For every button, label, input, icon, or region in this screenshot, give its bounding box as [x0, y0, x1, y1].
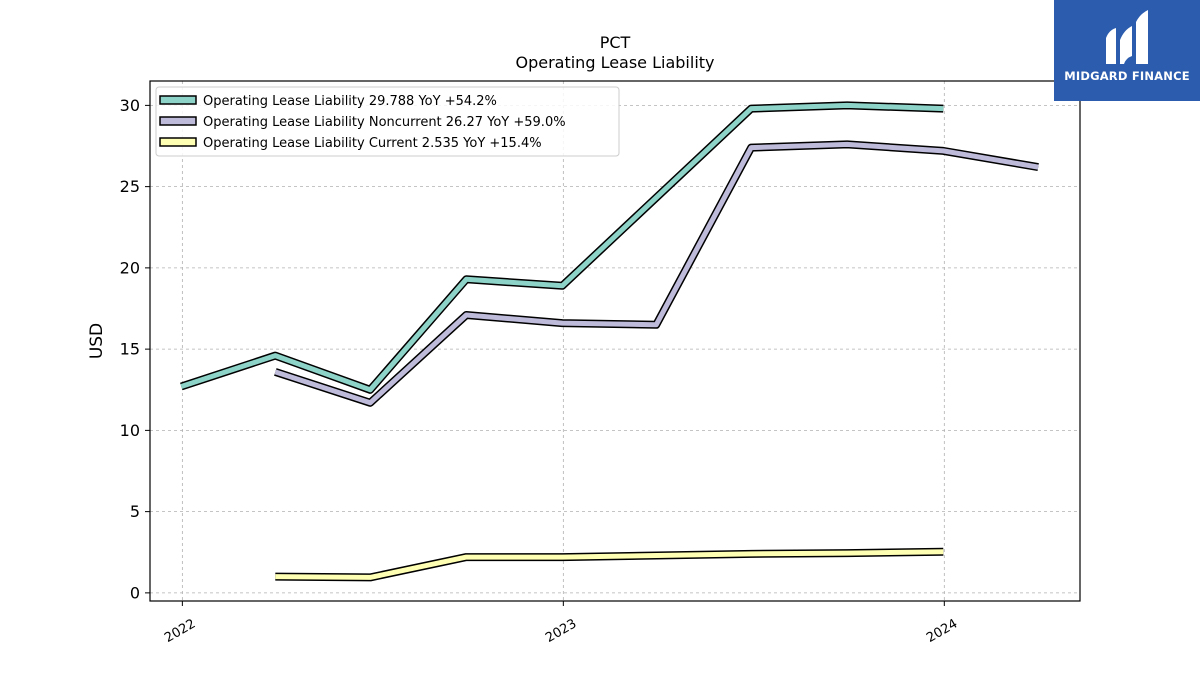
brand-logo: MIDGARD FINANCE	[1054, 0, 1200, 101]
y-tick-label: 0	[130, 583, 140, 602]
x-tick-label: 2024	[924, 616, 960, 646]
grid	[150, 81, 1080, 601]
series-line	[274, 141, 1039, 406]
x-axis: 2022 2023 2024	[162, 601, 960, 646]
legend-swatch	[159, 95, 197, 105]
y-tick-label: 15	[120, 340, 140, 359]
legend-label: Operating Lease Liability 29.788 YoY +54…	[203, 94, 497, 109]
legend: Operating Lease Liability 29.788 YoY +54…	[155, 86, 620, 157]
y-tick-label: 10	[120, 421, 140, 440]
y-axis-label: USD	[87, 323, 107, 359]
brand-name: MIDGARD FINANCE	[1064, 69, 1190, 83]
legend-label: Operating Lease Liability Current 2.535 …	[203, 136, 542, 151]
chart-subtitle: Operating Lease Liability	[515, 53, 714, 72]
logo-mark-icon	[1106, 10, 1148, 64]
y-tick-label: 25	[120, 177, 140, 196]
y-tick-label: 5	[130, 502, 140, 521]
chart-title: PCT	[600, 33, 631, 52]
series-line	[180, 102, 944, 393]
y-tick-label: 20	[120, 258, 140, 277]
y-axis: 0 5 10 15 20 25 30	[120, 96, 150, 602]
legend-box	[155, 86, 620, 157]
series-layer	[180, 101, 1039, 582]
x-tick-label: 2022	[162, 616, 198, 646]
legend-swatch	[159, 137, 197, 147]
legend-swatch	[159, 116, 197, 126]
legend-label: Operating Lease Liability Noncurrent 26.…	[203, 115, 566, 130]
plot-frame	[149, 80, 1081, 602]
x-tick-label: 2023	[543, 616, 579, 646]
series-line	[275, 549, 944, 580]
y-tick-label: 30	[120, 96, 140, 115]
